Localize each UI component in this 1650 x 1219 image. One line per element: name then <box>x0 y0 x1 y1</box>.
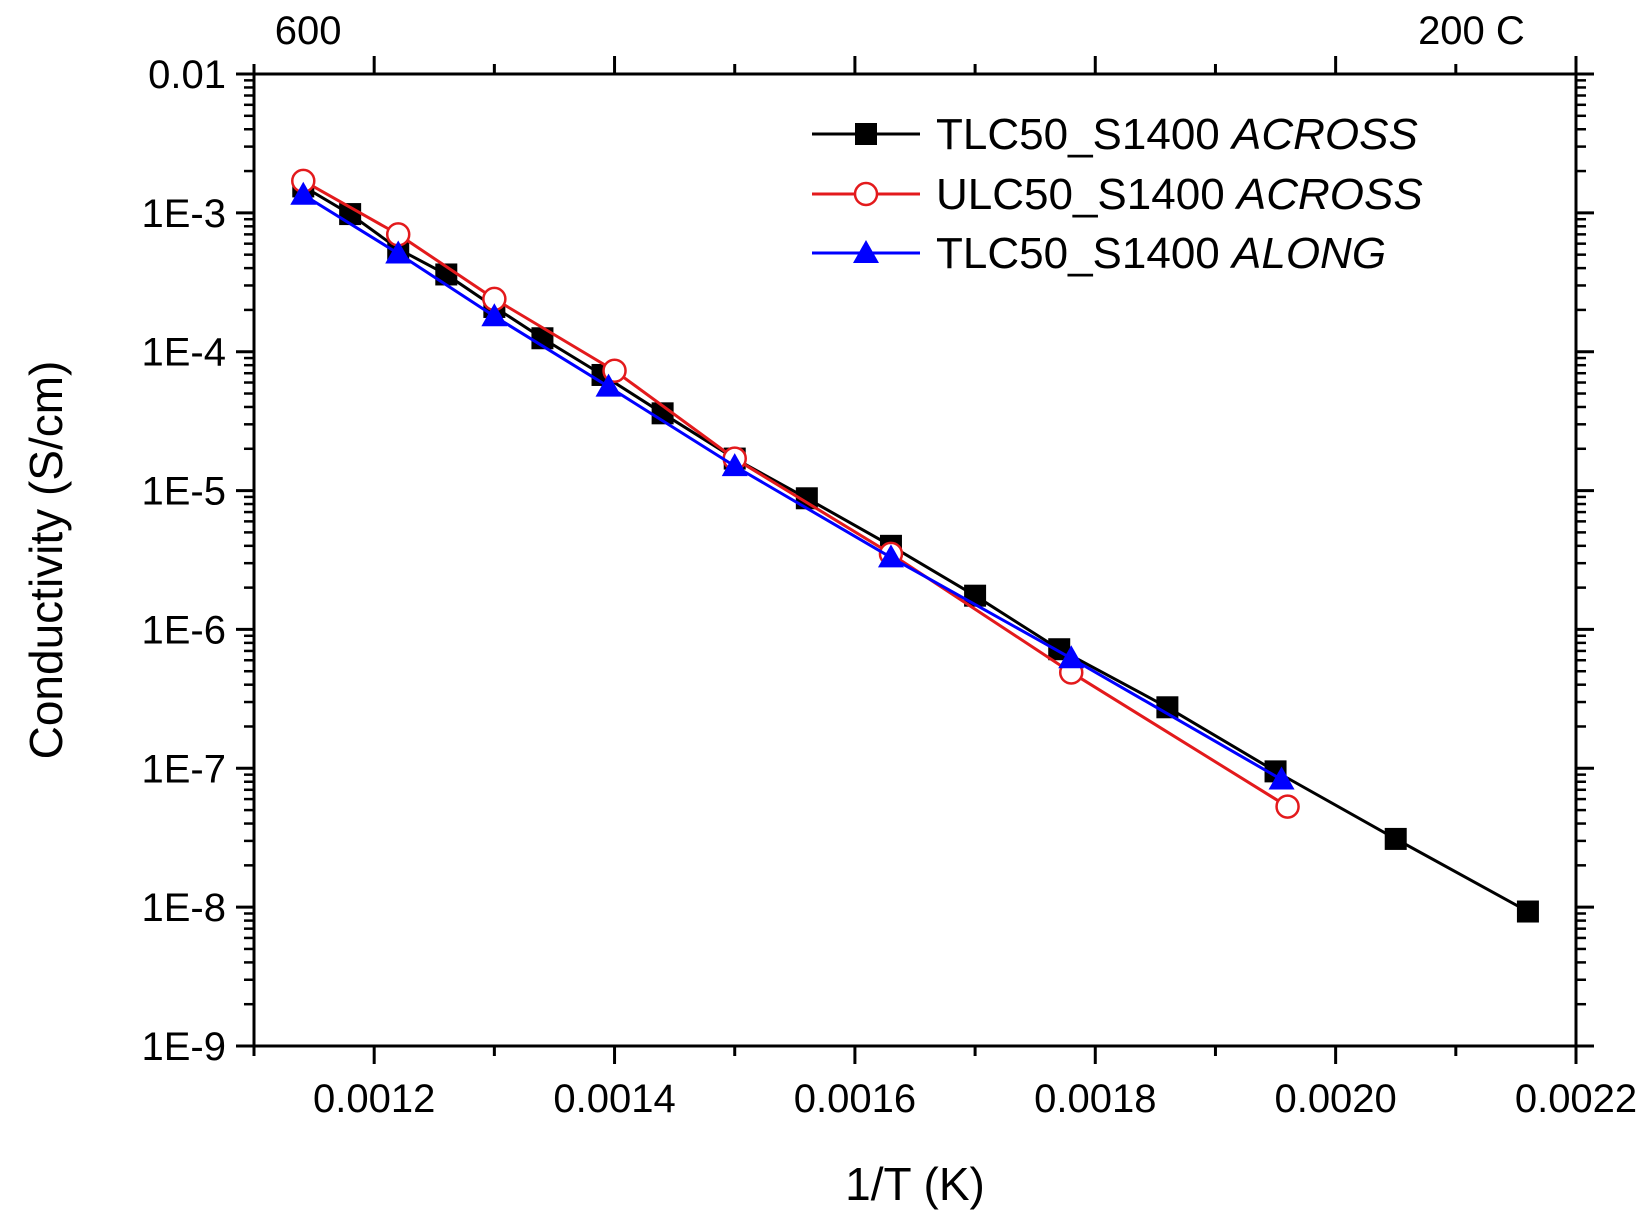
series-line <box>302 179 1289 808</box>
legend-marker <box>853 181 879 207</box>
legend-series-suffix: ACROSS <box>1234 170 1423 219</box>
data-point <box>1516 900 1539 923</box>
x-tick-label: 0.0016 <box>794 1077 916 1121</box>
series-line <box>302 193 1283 781</box>
y-tick-label: 1E-3 <box>142 192 227 236</box>
x-tick-label: 0.0014 <box>553 1077 675 1121</box>
legend-item: TLC50_S1400 ALONG <box>812 229 1386 278</box>
plot-frame <box>252 72 1578 1048</box>
data-point <box>1275 794 1300 819</box>
legend-series-name: ULC50_S1400 <box>936 170 1237 219</box>
y-tick-label: 1E-5 <box>142 470 227 514</box>
legend-label: TLC50_S1400 ALONG <box>936 229 1386 278</box>
series-layer <box>290 168 1539 923</box>
legend-label: ULC50_S1400 ACROSS <box>936 170 1423 219</box>
series-3 <box>290 181 1295 790</box>
legend-series-name: TLC50_S1400 <box>936 229 1232 278</box>
data-point <box>595 373 622 397</box>
y-tick-label: 0.01 <box>148 53 226 97</box>
legend-series-name: TLC50_S1400 <box>936 110 1232 159</box>
y-tick-label: 1E-7 <box>142 747 227 791</box>
y-tick-label: 1E-9 <box>142 1025 227 1069</box>
x-tick-label: 0.0020 <box>1274 1077 1396 1121</box>
legend-series-suffix: ALONG <box>1229 229 1386 278</box>
y-tick-label: 1E-8 <box>142 886 227 930</box>
x-axis-title: 1/T (K) <box>845 1158 985 1210</box>
data-point <box>1156 696 1179 719</box>
x-tick-label: 0.0012 <box>313 1077 435 1121</box>
legend-item: ULC50_S1400 ACROSS <box>812 170 1423 219</box>
y-tick-label: 1E-4 <box>142 331 227 375</box>
data-point <box>385 240 412 264</box>
legend-series-suffix: ACROSS <box>1229 110 1418 159</box>
axes: 0.0012 0.0014 0.0016 0.0018 0.0020 0.0022 0.01… <box>142 9 1638 1121</box>
data-point <box>290 181 317 205</box>
legend-label: TLC50_S1400 ACROSS <box>936 110 1418 159</box>
x-tick-label: 0.0022 <box>1515 1077 1637 1121</box>
data-point <box>877 544 904 568</box>
top-axis-label: 200 C <box>1418 9 1525 53</box>
y-axis-title: Conductivity (S/cm) <box>20 361 72 760</box>
x-tick-label: 0.0018 <box>1034 1077 1156 1121</box>
legend-item: TLC50_S1400 ACROSS <box>812 110 1418 159</box>
legend-marker <box>853 240 879 263</box>
data-point <box>481 303 508 327</box>
top-axis-label: 600 <box>275 9 342 53</box>
legend-marker <box>855 123 877 145</box>
y-tick-label: 1E-6 <box>142 608 227 652</box>
data-point <box>721 453 748 477</box>
data-point <box>1058 645 1085 669</box>
data-point <box>1268 766 1295 790</box>
data-point <box>1384 827 1407 850</box>
